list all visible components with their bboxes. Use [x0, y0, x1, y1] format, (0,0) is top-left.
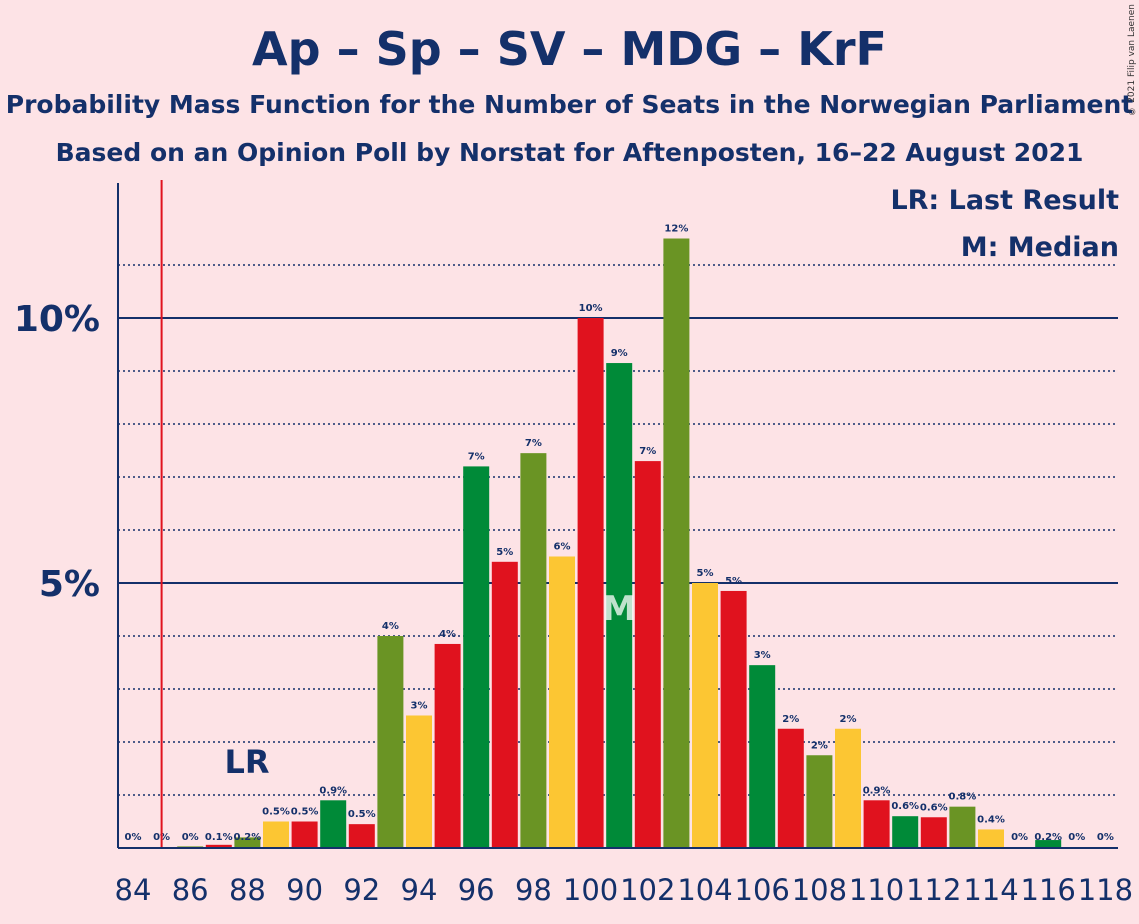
x-tick-label: 100: [563, 873, 618, 907]
bar-value-label: 0%: [1011, 832, 1028, 843]
bar-value-label: 6%: [554, 542, 571, 553]
bar-seat-97: [491, 561, 518, 848]
bar-seat-94: [406, 715, 432, 848]
x-tick-label: 96: [458, 873, 495, 907]
bar-seat-95: [434, 643, 461, 848]
bar-value-label: 0.5%: [291, 807, 319, 818]
x-tick-label: 90: [286, 873, 323, 907]
bar-seat-111: [892, 816, 919, 848]
bar-seat-90: [291, 821, 318, 848]
y-tick-label: 10%: [14, 299, 100, 340]
bar-value-label: 4%: [382, 621, 399, 632]
bar-value-label: 2%: [782, 714, 799, 725]
bar-seat-103: [663, 238, 690, 848]
bar-value-label: 12%: [664, 224, 688, 235]
bar-value-label: 7%: [525, 438, 542, 449]
median-marker: M: [602, 589, 636, 629]
x-tick-label: 84: [115, 873, 152, 907]
bar-seat-116: [1035, 840, 1062, 848]
bar-value-label: 7%: [639, 446, 656, 457]
bar-seat-109: [835, 728, 861, 848]
x-tick-label: 112: [906, 873, 961, 907]
chart-subtitle-poll: Based on an Opinion Poll by Norstat for …: [55, 138, 1084, 167]
bar-value-label: 7%: [468, 451, 485, 462]
legend-median: M: Median: [960, 232, 1119, 263]
bar-seat-114: [978, 829, 1004, 848]
x-tick-label: 108: [792, 873, 847, 907]
bar-seat-113: [949, 806, 976, 848]
x-tick-label: 118: [1078, 873, 1133, 907]
bar-seat-89: [263, 821, 289, 848]
x-tick-label: 88: [229, 873, 266, 907]
bar-value-label: 2%: [840, 714, 857, 725]
bar-value-label: 0%: [1097, 832, 1114, 843]
bar-value-label: 0.9%: [863, 785, 891, 796]
bar-seat-91: [320, 800, 347, 848]
legend-last-result: LR: Last Result: [890, 185, 1119, 216]
bar-value-label: 0.2%: [234, 832, 262, 843]
bar-seat-88: [234, 837, 261, 848]
bar-value-label: 0.9%: [319, 785, 347, 796]
bar-seat-104: [692, 583, 718, 848]
bar-seat-93: [377, 636, 404, 848]
y-tick-label: 5%: [39, 564, 100, 605]
bar-value-label: 5%: [725, 576, 742, 587]
bar-value-label: 0%: [182, 832, 199, 843]
bar-value-label: 0.2%: [1034, 832, 1062, 843]
bar-seat-106: [749, 665, 776, 848]
bar-value-label: 3%: [411, 701, 428, 712]
x-tick-label: 106: [735, 873, 790, 907]
bar-seat-99: [549, 556, 575, 848]
bar-value-label: 0.6%: [920, 802, 948, 813]
bar-seat-98: [520, 453, 547, 848]
bar-value-label: 0%: [125, 832, 142, 843]
x-tick-label: 94: [401, 873, 438, 907]
bar-value-label: 0.6%: [891, 801, 919, 812]
bar-seat-102: [634, 461, 661, 848]
chart-title: Ap – Sp – SV – MDG – KrF: [252, 22, 887, 76]
bar-value-label: 5%: [496, 547, 513, 558]
bar-seat-92: [348, 824, 375, 848]
x-tick-label: 116: [1021, 873, 1076, 907]
bar-seat-105: [720, 590, 747, 848]
last-result-label: LR: [224, 743, 269, 781]
bar-seat-96: [463, 466, 490, 848]
bar-value-label: 2%: [811, 740, 828, 751]
bar-value-label: 4%: [439, 629, 456, 640]
bar-value-label: 0.1%: [205, 832, 233, 843]
x-tick-label: 114: [963, 873, 1018, 907]
bar-value-label: 5%: [697, 568, 714, 579]
bar-seat-110: [863, 800, 890, 848]
bar-seat-101: [606, 363, 633, 848]
x-tick-label: 102: [620, 873, 675, 907]
x-tick-label: 110: [849, 873, 904, 907]
bar-value-label: 0.4%: [977, 814, 1005, 825]
x-tick-label: 86: [172, 873, 209, 907]
bar-seat-100: [577, 318, 604, 848]
x-tick-label: 98: [515, 873, 552, 907]
bar-seat-107: [777, 728, 804, 848]
bar-seat-108: [806, 755, 833, 848]
bar-value-label: 3%: [754, 650, 771, 661]
bar-value-label: 0.5%: [348, 809, 376, 820]
bar-value-label: 9%: [611, 348, 628, 359]
bar-value-label: 0%: [1068, 832, 1085, 843]
bar-seat-112: [920, 817, 947, 848]
x-tick-label: 92: [343, 873, 380, 907]
bar-value-label: 0.5%: [262, 807, 290, 818]
chart-subtitle: Probability Mass Function for the Number…: [5, 90, 1134, 119]
bar-seat-87: [205, 844, 232, 848]
x-tick-label: 104: [677, 873, 732, 907]
bar-value-label: 0.8%: [949, 792, 977, 803]
bar-value-label: 10%: [579, 303, 603, 314]
